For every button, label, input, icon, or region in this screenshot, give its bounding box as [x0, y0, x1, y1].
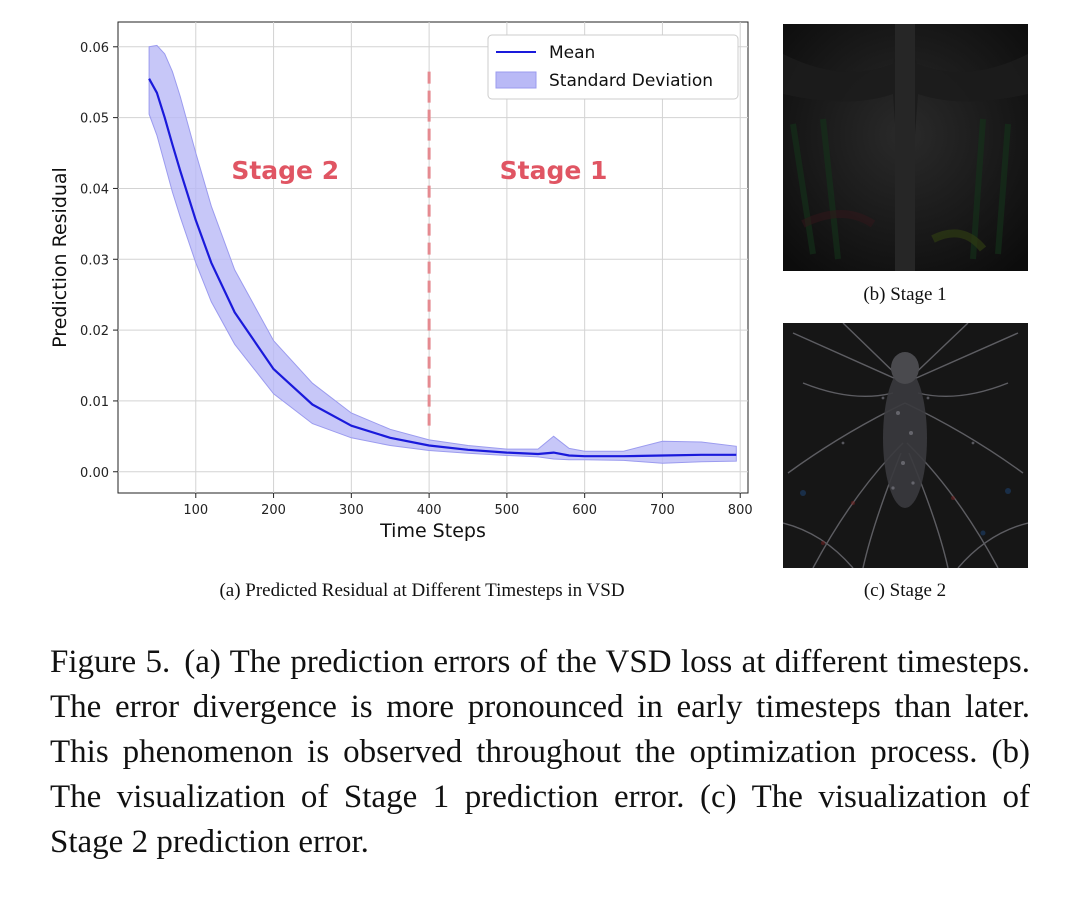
x-tick-label: 600 — [572, 503, 597, 518]
y-tick-label: 0.01 — [80, 395, 109, 410]
stage1-visualization-image — [783, 24, 1028, 271]
stage-label-1: Stage 1 — [500, 156, 608, 185]
legend-std-swatch — [495, 71, 537, 89]
y-tick-label: 0.05 — [80, 112, 109, 127]
figure-number: Figure 5. — [50, 644, 171, 680]
x-tick-label: 700 — [650, 503, 675, 518]
y-tick-label: 0.00 — [80, 466, 109, 481]
figure-caption: Figure 5. (a) The prediction errors of th… — [50, 640, 1030, 865]
residual-chart: Stage 2 Stage 1 100 200 300 400 500 600 700 800 0… — [49, 21, 947, 601]
axis-ticks: 100 200 300 400 500 600 700 800 0.00 0.01 0.02 0.03… — [80, 41, 753, 518]
stage-annotations: Stage 2 Stage 1 — [231, 156, 607, 185]
x-tick-label: 300 — [339, 503, 364, 518]
chart-legend: Mean Standard Deviation — [487, 34, 739, 100]
x-tick-label: 200 — [261, 503, 286, 518]
legend-box — [487, 34, 739, 100]
butterfly-residual-visualization-icon — [783, 323, 1028, 568]
x-tick-label: 500 — [494, 503, 519, 518]
legend-std-label: Standard Deviation — [549, 71, 713, 91]
figure-caption-text: (a) The prediction errors of the VSD los… — [50, 644, 1030, 860]
y-tick-label: 0.04 — [80, 182, 109, 197]
subfigure-c-caption: (c) Stage 2 — [864, 580, 946, 601]
subfigure-a-caption: (a) Predicted Residual at Different Time… — [219, 580, 624, 601]
x-tick-label: 800 — [728, 503, 753, 518]
x-tick-label: 400 — [417, 503, 442, 518]
std-deviation-band — [148, 44, 737, 464]
stage-label-2: Stage 2 — [231, 156, 339, 185]
x-tick-label: 100 — [183, 503, 208, 518]
y-tick-label: 0.02 — [80, 324, 109, 339]
std-band-layer — [148, 44, 737, 464]
mean-line-layer — [148, 78, 737, 458]
dark-residual-visualization-icon — [783, 24, 1028, 271]
y-tick-label: 0.06 — [80, 41, 109, 56]
y-axis-label: Prediction Residual — [49, 167, 71, 348]
mean-line — [148, 78, 737, 458]
x-axis-label: Time Steps — [379, 520, 486, 542]
plot-frame — [117, 21, 749, 494]
legend-mean-label: Mean — [549, 43, 595, 63]
subfigure-b-caption: (b) Stage 1 — [863, 284, 946, 305]
y-tick-label: 0.03 — [80, 253, 109, 268]
stage2-visualization-image — [783, 323, 1028, 568]
